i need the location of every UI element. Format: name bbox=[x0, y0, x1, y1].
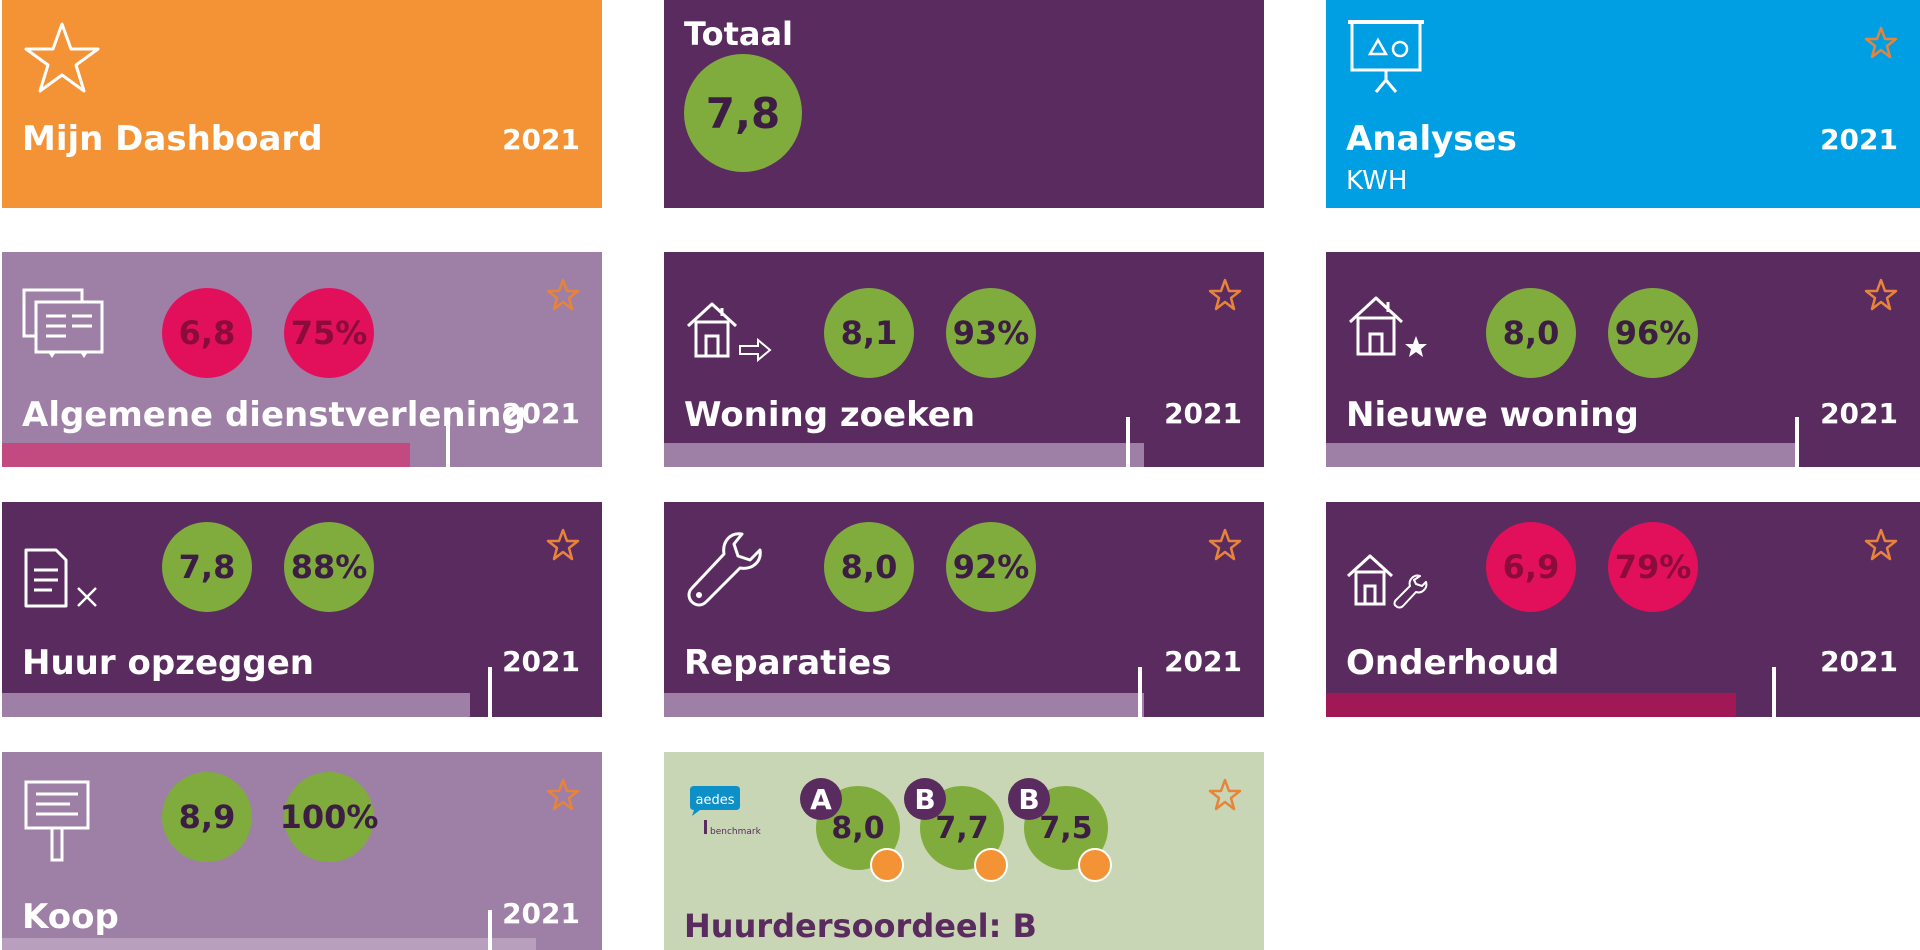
tile-koop[interactable]: 8,9 100% Koop 2021 bbox=[2, 752, 602, 950]
favorite-star-icon[interactable] bbox=[546, 278, 580, 312]
tile-algemene-dienstverlening[interactable]: 6,8 75% Algemene dienstverlening 2021 bbox=[2, 252, 602, 467]
tile-year: 2021 bbox=[1164, 397, 1242, 430]
benchmark-score: 8,0 bbox=[816, 786, 900, 870]
percent-badge: 88% bbox=[284, 522, 374, 612]
benchmark-marker bbox=[1126, 417, 1130, 467]
progress-fill bbox=[2, 443, 410, 467]
documents-icon bbox=[22, 288, 106, 360]
analyses-year: 2021 bbox=[1820, 123, 1898, 156]
tile-title: Algemene dienstverlening bbox=[22, 395, 526, 435]
score-badge: 7,8 bbox=[162, 522, 252, 612]
favorite-star-icon[interactable] bbox=[1208, 778, 1242, 812]
totaal-tile[interactable]: Totaal 7,8 bbox=[664, 0, 1264, 208]
tile-title: Onderhoud bbox=[1346, 643, 1560, 683]
tile-year: 2021 bbox=[502, 897, 580, 930]
star-icon bbox=[22, 18, 102, 98]
favorite-star-icon[interactable] bbox=[546, 528, 580, 562]
favorite-star-icon[interactable] bbox=[1864, 278, 1898, 312]
tile-huur-opzeggen[interactable]: 7,8 88% Huur opzeggen 2021 bbox=[2, 502, 602, 717]
document-cancel-icon bbox=[22, 546, 106, 612]
score-badge: 8,0 bbox=[824, 522, 914, 612]
progress-fill bbox=[1326, 693, 1736, 717]
aedes-benchmark-logo: aedes benchmark bbox=[686, 784, 776, 854]
progress-fill bbox=[1326, 443, 1795, 467]
house-arrow-icon bbox=[684, 298, 774, 363]
tile-onderhoud[interactable]: 6,9 79% Onderhoud 2021 bbox=[1326, 502, 1920, 717]
tile-year: 2021 bbox=[1820, 645, 1898, 678]
percent-badge: 100% bbox=[280, 772, 378, 862]
totaal-score: 7,8 bbox=[684, 54, 802, 172]
percent-badge: 93% bbox=[946, 288, 1036, 378]
score-badge: 8,9 bbox=[162, 772, 252, 862]
tile-title: Koop bbox=[22, 897, 119, 937]
benchmark-marker bbox=[1138, 667, 1142, 717]
house-star-icon bbox=[1346, 292, 1436, 360]
score-badge: 6,8 bbox=[162, 288, 252, 378]
progress-fill bbox=[2, 938, 536, 950]
score-badge: 6,9 bbox=[1486, 522, 1576, 612]
benchmark-marker bbox=[488, 667, 492, 717]
totaal-title: Totaal bbox=[684, 15, 794, 53]
favorite-star-icon[interactable] bbox=[1208, 278, 1242, 312]
favorite-star-icon[interactable] bbox=[1208, 528, 1242, 562]
tile-year: 2021 bbox=[502, 397, 580, 430]
dashboard-year: 2021 bbox=[502, 123, 580, 156]
tile-year: 2021 bbox=[502, 645, 580, 678]
benchmark-marker bbox=[1772, 667, 1776, 717]
tile-year: 2021 bbox=[1820, 397, 1898, 430]
benchmark-marker bbox=[1795, 417, 1799, 467]
analyses-title: Analyses bbox=[1346, 119, 1517, 159]
dashboard-tile[interactable]: Mijn Dashboard 2021 bbox=[2, 0, 602, 208]
percent-badge: 92% bbox=[946, 522, 1036, 612]
aedes-logo-text: aedes bbox=[696, 793, 735, 808]
tile-year: 2021 bbox=[1164, 645, 1242, 678]
presentation-board-icon bbox=[1346, 18, 1426, 94]
analyses-tile[interactable]: Analyses 2021 KWH bbox=[1326, 0, 1920, 208]
tenant-category-icon bbox=[870, 848, 904, 882]
score-badge: 8,1 bbox=[824, 288, 914, 378]
tile-nieuwe-woning[interactable]: 8,0 96% Nieuwe woning 2021 bbox=[1326, 252, 1920, 467]
percent-badge: 96% bbox=[1608, 288, 1698, 378]
percent-badge: 75% bbox=[284, 288, 374, 378]
progress-fill bbox=[664, 693, 1144, 717]
benchmark-letter: A bbox=[800, 778, 842, 820]
benchmark-letter: B bbox=[904, 778, 946, 820]
benchmark-letter: B bbox=[1008, 778, 1050, 820]
tenant-category-icon bbox=[1078, 848, 1112, 882]
tenant-category-icon bbox=[974, 848, 1008, 882]
tile-reparaties[interactable]: 8,0 92% Reparaties 2021 bbox=[664, 502, 1264, 717]
benchmark-tile[interactable]: aedes benchmark 8,0 A 7,7 B 7,5 B Huurde… bbox=[664, 752, 1264, 950]
analyses-subtitle: KWH bbox=[1346, 166, 1408, 196]
favorite-star-icon[interactable] bbox=[1864, 528, 1898, 562]
tile-title: Huur opzeggen bbox=[22, 643, 314, 683]
tile-title: Woning zoeken bbox=[684, 395, 976, 435]
progress-fill bbox=[2, 693, 470, 717]
wrench-icon bbox=[684, 530, 764, 610]
score-badge: 8,0 bbox=[1486, 288, 1576, 378]
sale-sign-icon bbox=[22, 778, 92, 862]
tile-title: Nieuwe woning bbox=[1346, 395, 1639, 435]
tile-title: Reparaties bbox=[684, 643, 892, 683]
tile-woning-zoeken[interactable]: 8,1 93% Woning zoeken 2021 bbox=[664, 252, 1264, 467]
percent-badge: 79% bbox=[1608, 522, 1698, 612]
favorite-star-icon[interactable] bbox=[546, 778, 580, 812]
benchmark-title: Huurdersoordeel: B bbox=[684, 907, 1037, 945]
dashboard-title: Mijn Dashboard bbox=[22, 119, 323, 159]
aedes-logo-subtext: benchmark bbox=[710, 827, 762, 837]
benchmark-marker bbox=[446, 417, 450, 467]
house-wrench-icon bbox=[1346, 552, 1430, 609]
favorite-star-icon[interactable] bbox=[1864, 26, 1898, 60]
benchmark-marker bbox=[488, 910, 492, 950]
progress-fill bbox=[664, 443, 1144, 467]
